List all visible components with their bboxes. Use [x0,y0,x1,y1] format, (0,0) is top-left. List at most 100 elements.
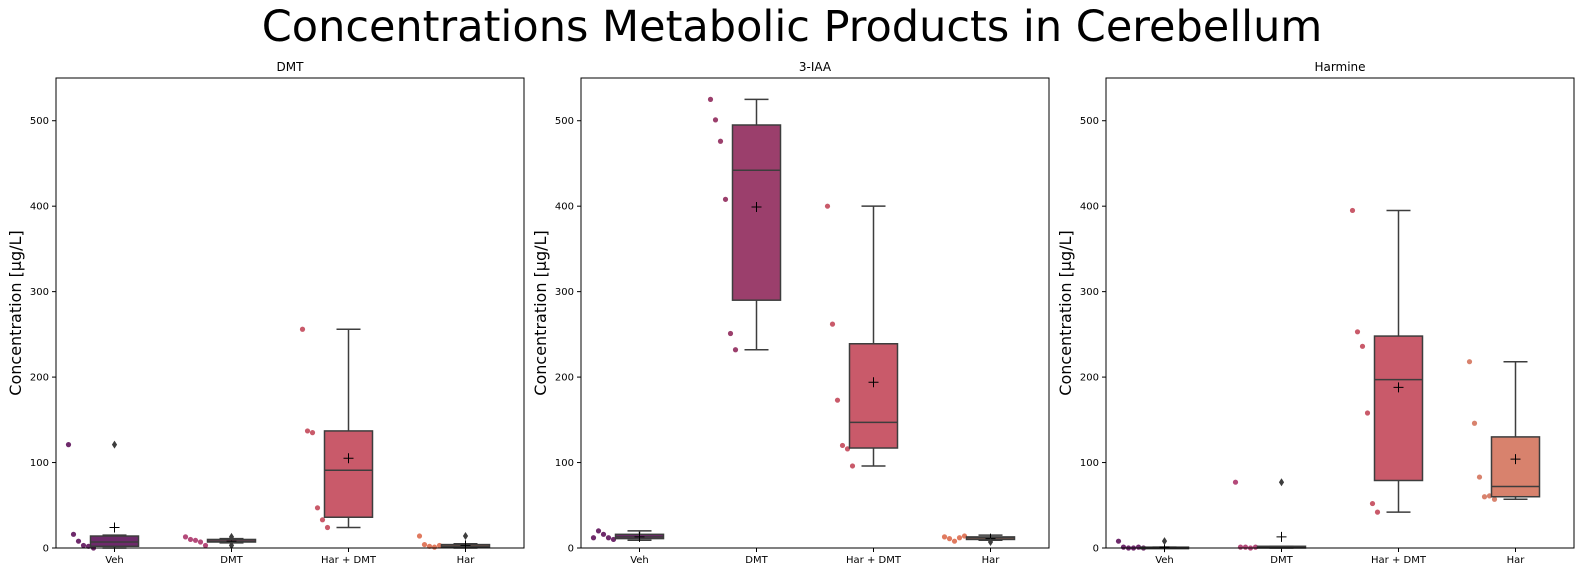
data-point [1115,538,1122,544]
x-tick-label: Har + DMT [1371,555,1427,566]
data-point [1491,496,1498,502]
data-point [941,534,948,540]
data-point [314,505,321,511]
data-point [605,535,612,541]
outlier-marker [228,532,235,541]
x-tick-label: Har [1507,555,1526,566]
axes-frame [55,77,525,549]
data-point [1120,544,1127,550]
x-tick-label: Har + DMT [321,555,377,566]
y-tick-label: 200 [30,373,49,384]
panel-title: DMT [277,60,305,74]
y-tick-label: 300 [30,287,49,298]
outlier-marker [228,541,235,550]
data-point [951,538,958,544]
y-tick-label: 500 [555,116,574,127]
box [731,124,782,301]
data-point [600,531,607,537]
mean-marker [1393,382,1404,393]
outlier-marker [111,440,118,449]
data-point [1354,329,1361,335]
x-tick-label: Har [982,555,1001,566]
x-tick-label: Har [457,555,476,566]
box [848,343,899,449]
data-point [182,534,189,540]
y-tick-label: 400 [555,202,574,213]
mean-marker [343,453,354,464]
axes-frame [580,77,1050,549]
data-point [834,397,841,403]
mean-marker [868,377,879,388]
data-point [849,463,856,469]
x-tick-label: DMT [745,555,768,566]
x-tick-label: Veh [1155,555,1174,566]
y-tick-label: 200 [555,373,574,384]
data-point [1364,410,1371,416]
y-tick-label: 0 [568,544,574,555]
data-point [727,330,734,337]
box [1373,335,1424,482]
data-point [202,542,209,549]
data-point [1359,343,1366,349]
data-point [1476,474,1483,480]
y-tick-label: 100 [555,458,574,469]
axes-frame [1105,77,1575,549]
x-tick-label: DMT [220,555,243,566]
box [89,535,140,548]
outlier-marker [1161,537,1168,546]
data-point [712,117,719,123]
data-point [722,196,729,202]
data-point [187,536,194,543]
y-tick-label: 400 [30,202,49,213]
data-point [421,541,428,548]
mean-marker [109,522,120,533]
box [1490,436,1541,498]
data-point [75,538,82,544]
y-tick-label: 300 [1080,287,1099,298]
data-point [732,347,739,353]
figure-title: Concentrations Metabolic Products in Cer… [261,2,1323,52]
mean-marker [1276,531,1287,542]
panel-title: Harmine [1314,60,1365,74]
data-point [1466,359,1473,365]
chart-panel-2: 3-IAA Concentration [µg/L] 0 100 200 300 400 50… [531,60,1050,566]
outlier-marker [1278,478,1285,487]
data-point [829,321,836,327]
data-point [1242,544,1249,550]
data-point [707,96,714,102]
box [323,430,374,518]
data-point [956,535,963,541]
y-tick-label: 100 [1080,458,1099,469]
data-point [1471,420,1478,426]
data-point [80,542,87,549]
data-point [431,544,438,550]
data-point [65,442,72,448]
chart-panel-1: DMT Concentration [µg/L] 0 100 200 300 400 500 V… [6,60,525,566]
data-point [1369,500,1376,507]
data-point [717,138,724,144]
data-point [309,430,316,436]
data-point [1481,494,1488,500]
x-tick-label: Har + DMT [846,555,902,566]
data-point [839,442,846,449]
chart-panel-3: Harmine Concentration [µg/L] 0 100 200 300 400… [1056,60,1575,566]
data-point [595,528,602,534]
data-point [324,524,331,531]
outlier-marker [987,538,994,547]
data-point [824,203,831,209]
data-point [197,539,204,545]
data-point [192,537,199,543]
data-point [1349,207,1356,214]
data-point [1237,544,1244,550]
data-point [946,536,953,542]
y-tick-label: 500 [1080,116,1099,127]
outlier-marker [462,532,469,541]
y-axis-label: Concentration [µg/L] [531,230,550,395]
panel-title: 3-IAA [799,60,832,74]
data-point [1232,479,1239,485]
mean-marker [634,531,645,542]
data-point [319,517,326,523]
y-tick-label: 300 [555,287,574,298]
y-tick-label: 200 [1080,373,1099,384]
